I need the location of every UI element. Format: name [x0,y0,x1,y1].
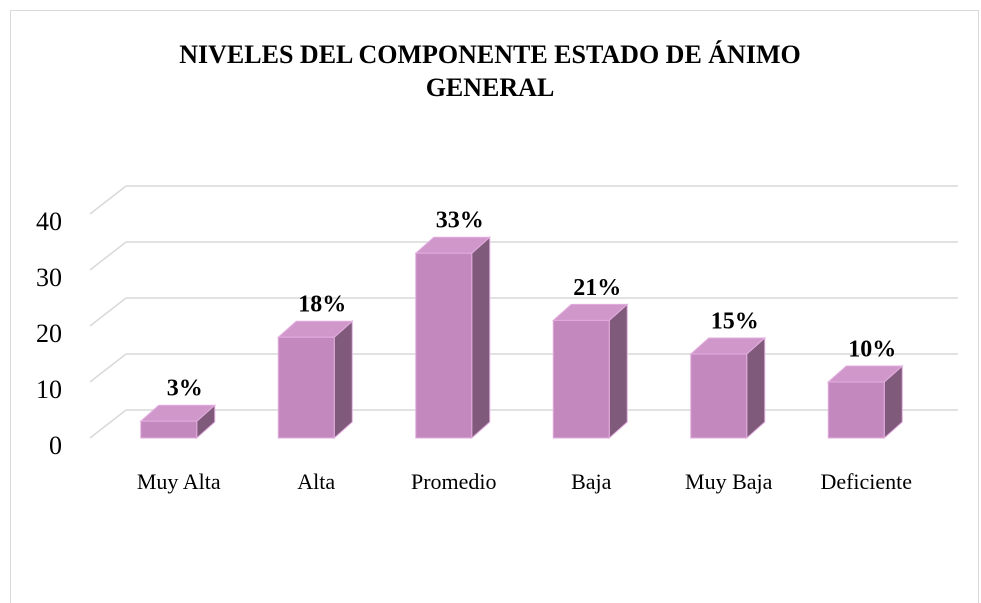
data-label: 15% [711,309,759,335]
grid-line [89,297,127,327]
bar [415,252,473,439]
data-label: 18% [298,292,346,318]
bar [552,319,610,439]
y-tick-label: 30 [36,263,62,292]
x-tick-label: Muy Baja [685,469,773,494]
bar [277,336,335,439]
y-tick-label: 0 [49,431,62,460]
x-tick-label: Deficiente [820,469,912,494]
grid-line [89,241,127,271]
x-tick-label: Muy Alta [137,469,221,494]
x-tick-label: Alta [297,469,335,494]
data-label: 33% [436,208,484,234]
y-tick-label: 10 [36,375,62,404]
grid-line [89,409,127,439]
grid-line [89,353,127,383]
bar-side [746,336,766,440]
x-tick-label: Promedio [411,469,497,494]
data-label: 3% [167,376,203,402]
y-tick-label: 40 [36,207,62,236]
bar-side [333,320,353,440]
data-label: 10% [848,337,896,363]
bar [140,420,198,439]
chart-border [10,10,979,603]
y-tick-label: 20 [36,319,62,348]
chart-title: NIVELES DEL COMPONENTE ESTADO DE ÁNIMO G… [179,40,801,102]
bar-side [471,236,491,440]
x-tick-label: Baja [571,469,612,494]
bar [690,353,748,439]
data-label: 21% [573,275,621,301]
bar [827,381,885,439]
bar-side [608,303,628,440]
grid-line [89,185,127,215]
